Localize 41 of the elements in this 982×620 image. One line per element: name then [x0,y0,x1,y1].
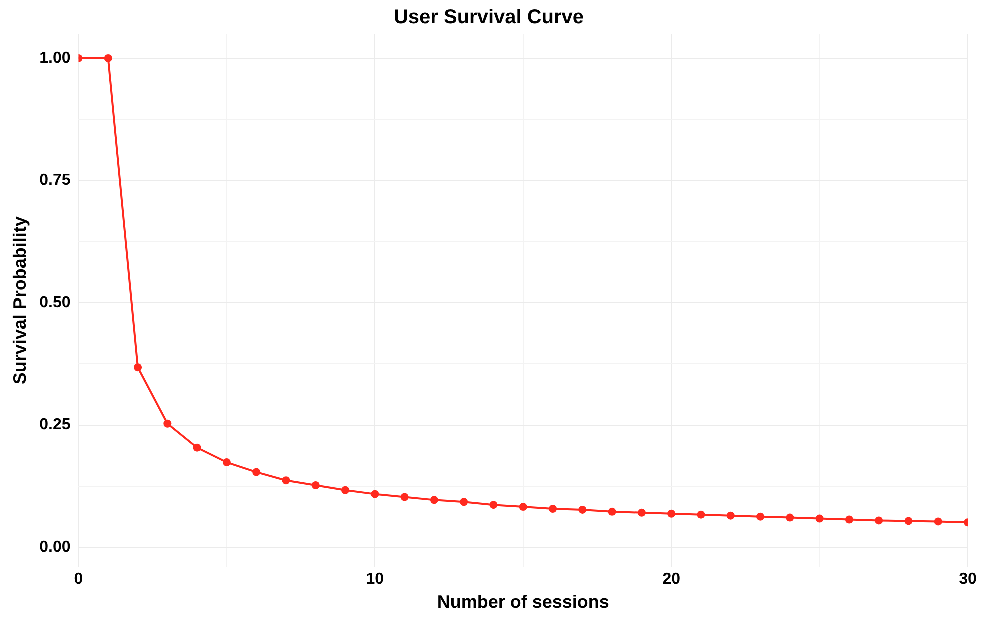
y-tick-label: 0.00 [40,539,71,556]
point [756,512,765,521]
y-tick-label: 0.75 [40,172,71,190]
point [342,486,350,494]
x-tick-label: 0 [74,571,84,588]
point [845,516,854,524]
point [222,458,231,467]
point [312,482,320,490]
x-tick-label: 30 [959,571,977,588]
point [490,501,498,510]
point [252,468,261,476]
point [549,504,558,513]
point [578,506,587,514]
point [638,508,646,517]
x-axis-title: Number of sessions [437,592,610,612]
point [668,510,676,518]
point [816,514,824,523]
point [371,490,380,498]
point [400,493,409,502]
point [282,476,290,485]
point [786,514,794,522]
x-tick-label: 20 [662,571,681,588]
y-axis-title: Survival Probability [10,216,30,385]
y-tick-label: 0.50 [40,294,71,312]
point [875,516,884,525]
point [904,517,913,526]
point [726,512,735,520]
point [934,518,942,526]
point [519,503,528,512]
point [193,444,202,452]
point [134,364,142,372]
y-tick-label: 1.00 [40,50,71,67]
x-tick-label: 10 [366,571,384,588]
point [104,54,112,62]
point [164,420,172,428]
point [608,508,616,516]
point [697,510,706,519]
point [460,498,468,506]
point [430,496,438,504]
chart-title: User Survival Curve [394,6,584,29]
y-tick-label: 0.25 [40,416,71,434]
